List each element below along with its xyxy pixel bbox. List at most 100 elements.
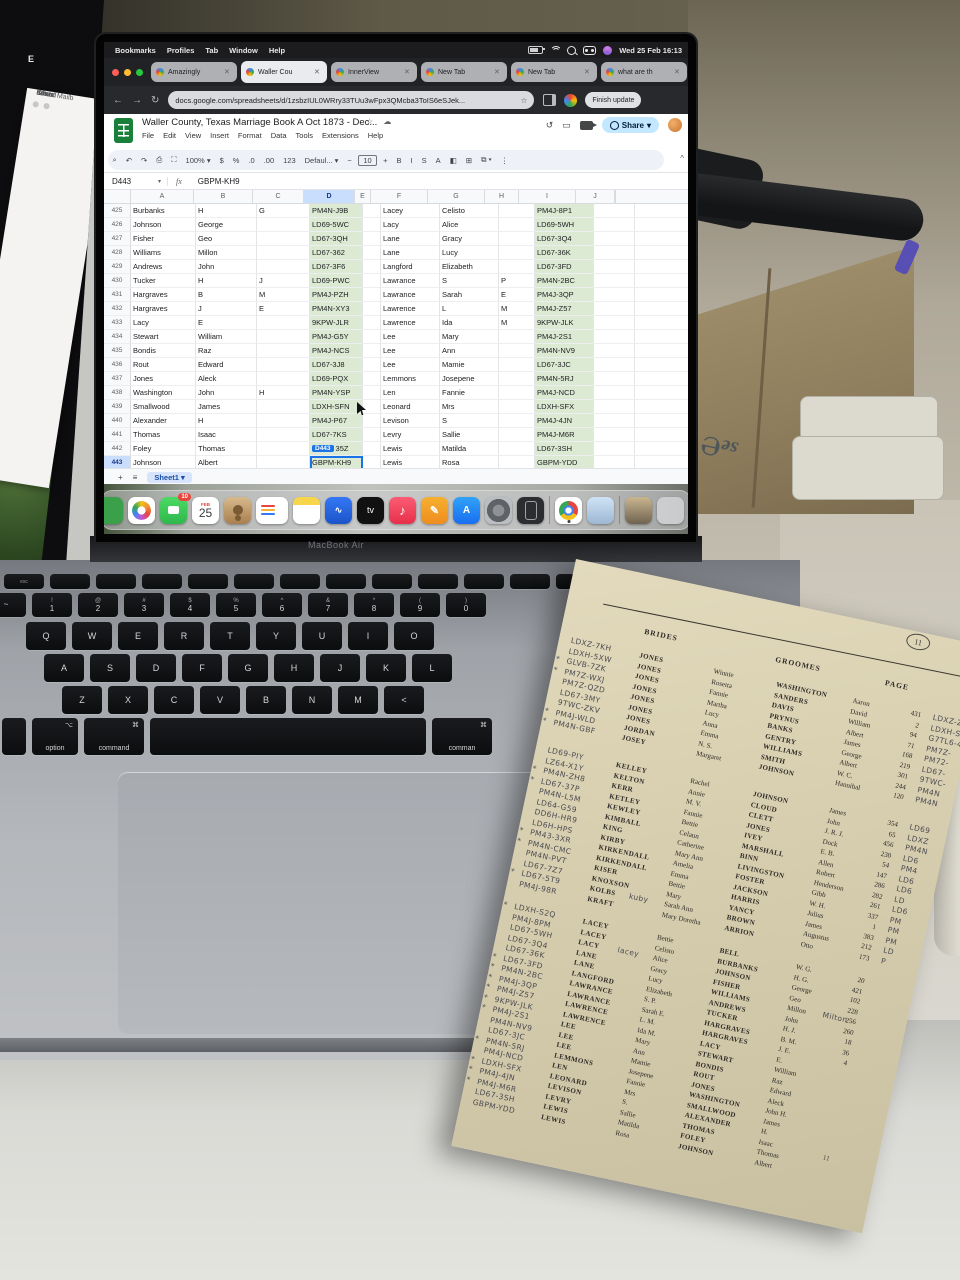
calendar-icon[interactable]: FEB 25 (192, 496, 219, 524)
sheets-menu-item[interactable]: Help (367, 131, 384, 140)
cell-h[interactable] (499, 260, 535, 274)
cell-a[interactable]: Tucker (131, 274, 196, 288)
cell-e[interactable] (363, 218, 381, 232)
cell-j[interactable] (594, 414, 635, 428)
cell-b[interactable]: H (196, 414, 257, 428)
cell-j[interactable] (594, 288, 635, 302)
cell-e[interactable] (363, 358, 381, 372)
cell-h[interactable]: E (499, 288, 535, 302)
row-header[interactable]: 430 (104, 274, 131, 288)
toolbar-item[interactable]: ↷ (141, 155, 148, 165)
cell-i[interactable]: LD69-5WH (535, 218, 594, 232)
cell-d[interactable]: GBPM-KH9 (310, 456, 363, 468)
cell-f[interactable]: Lane (381, 232, 440, 246)
cell-d[interactable]: LD67-7KS (310, 428, 363, 442)
toolbar-item[interactable]: 123 (283, 155, 296, 165)
cell-e[interactable] (363, 274, 381, 288)
wifi-icon[interactable] (550, 46, 561, 54)
cell-e[interactable] (363, 246, 381, 260)
browser-tab[interactable]: what are th ✕ (601, 62, 687, 82)
share-button[interactable]: Share ▾ (601, 117, 659, 133)
cell-b[interactable]: Albert (196, 456, 257, 468)
name-box[interactable]: D443 (112, 176, 132, 186)
cell-h[interactable] (499, 218, 535, 232)
sheets-menu-item[interactable]: Format (237, 131, 262, 140)
toolbar-item[interactable]: % (232, 155, 240, 165)
browser-profile-avatar[interactable] (564, 93, 578, 107)
cell-b[interactable]: Isaac (196, 428, 257, 442)
apple-tv-icon[interactable]: tv (357, 496, 384, 524)
cell-d[interactable]: PM4N-XY3 (310, 302, 363, 316)
cell-g[interactable]: Matilda (440, 442, 499, 456)
cell-b[interactable]: H (196, 274, 257, 288)
browser-tab[interactable]: Amazingly ✕ (151, 62, 237, 82)
cell-d[interactable]: LD67-3QH (310, 232, 363, 246)
cell-b[interactable]: E (196, 316, 257, 330)
add-sheet-button[interactable]: + (118, 472, 123, 482)
back-icon[interactable]: ← (113, 94, 123, 106)
cell-f[interactable]: Levry (381, 428, 440, 442)
row-header[interactable]: 436 (104, 358, 131, 372)
sheets-logo-icon[interactable] (114, 118, 133, 143)
forward-icon[interactable]: → (132, 94, 142, 106)
cell-f[interactable]: Lewis (381, 442, 440, 456)
cell-g[interactable]: Mary (440, 330, 499, 344)
title-star-cloud-icons[interactable]: ☆ ☁ (366, 117, 396, 126)
cell-f[interactable]: Lee (381, 344, 440, 358)
cell-i[interactable]: PM4N-2BC (535, 274, 594, 288)
toolbar-item[interactable]: Defaul... ▾ (304, 155, 339, 165)
cell-h[interactable] (499, 344, 535, 358)
cell-a[interactable]: Foley (131, 442, 196, 456)
pages-icon[interactable]: ✎ (421, 496, 448, 524)
spreadsheet-title[interactable]: Waller County, Texas Marriage Book A Oct… (142, 117, 378, 128)
dock-app-icon[interactable] (104, 496, 123, 524)
cell-a[interactable]: Thomas (131, 428, 196, 442)
tab-close-icon[interactable]: ✕ (584, 69, 590, 76)
reminders-icon[interactable] (256, 496, 288, 524)
column-header-f[interactable]: F (371, 190, 428, 203)
cell-f[interactable]: Lawrence (381, 316, 440, 330)
cell-a[interactable]: Stewart (131, 330, 196, 344)
cell-a[interactable]: Lacy (131, 316, 196, 330)
sheets-menu-item[interactable]: File (142, 131, 155, 140)
cell-d[interactable]: PM4N-J9B (310, 204, 363, 218)
toolbar-item[interactable]: ⌕ (112, 155, 117, 164)
cell-a[interactable]: Williams (131, 246, 196, 260)
column-header-h[interactable]: H (485, 190, 519, 203)
all-sheets-button[interactable]: ≡ (132, 472, 138, 482)
row-header[interactable]: 426 (104, 218, 131, 232)
tab-close-icon[interactable]: ✕ (404, 69, 410, 76)
cell-g[interactable]: Mrs (440, 400, 499, 414)
cell-e[interactable] (363, 260, 381, 274)
account-avatar[interactable] (668, 118, 682, 132)
row-header[interactable]: 443 (104, 456, 131, 468)
cell-c[interactable]: G (257, 204, 310, 218)
toolbar-item[interactable]: ⛶ (171, 155, 177, 164)
collapse-toolbar-icon[interactable]: ^ (680, 154, 684, 163)
reload-icon[interactable]: ↻ (151, 94, 160, 106)
toolbar-item[interactable]: ⎙ (156, 155, 163, 164)
cell-f[interactable]: Lacy (381, 218, 440, 232)
sheets-menu-item[interactable]: Extensions (322, 131, 359, 140)
cell-g[interactable]: Josepene (440, 372, 499, 386)
toolbar-item[interactable]: ⋮ (500, 155, 509, 165)
cell-e[interactable] (363, 372, 381, 386)
cell-g[interactable]: S (440, 414, 499, 428)
cell-e[interactable] (363, 302, 381, 316)
cell-i[interactable]: LD67-36K (535, 246, 594, 260)
cell-i[interactable]: PM4N-5RJ (535, 372, 594, 386)
cell-g[interactable]: Ann (440, 344, 499, 358)
row-header[interactable]: 434 (104, 330, 131, 344)
cell-a[interactable]: Burbanks (131, 204, 196, 218)
cell-g[interactable]: Sarah (440, 288, 499, 302)
cell-j[interactable] (594, 204, 635, 218)
row-header[interactable]: 432 (104, 302, 131, 316)
cell-e[interactable] (363, 204, 381, 218)
cell-h[interactable]: M (499, 302, 535, 316)
cell-d[interactable]: 9KPW-JLR (310, 316, 363, 330)
cell-j[interactable] (594, 246, 635, 260)
cell-i[interactable]: PM4J-8P1 (535, 204, 594, 218)
cell-j[interactable] (594, 344, 635, 358)
tab-close-icon[interactable]: ✕ (314, 69, 320, 76)
cell-g[interactable]: Mamie (440, 358, 499, 372)
